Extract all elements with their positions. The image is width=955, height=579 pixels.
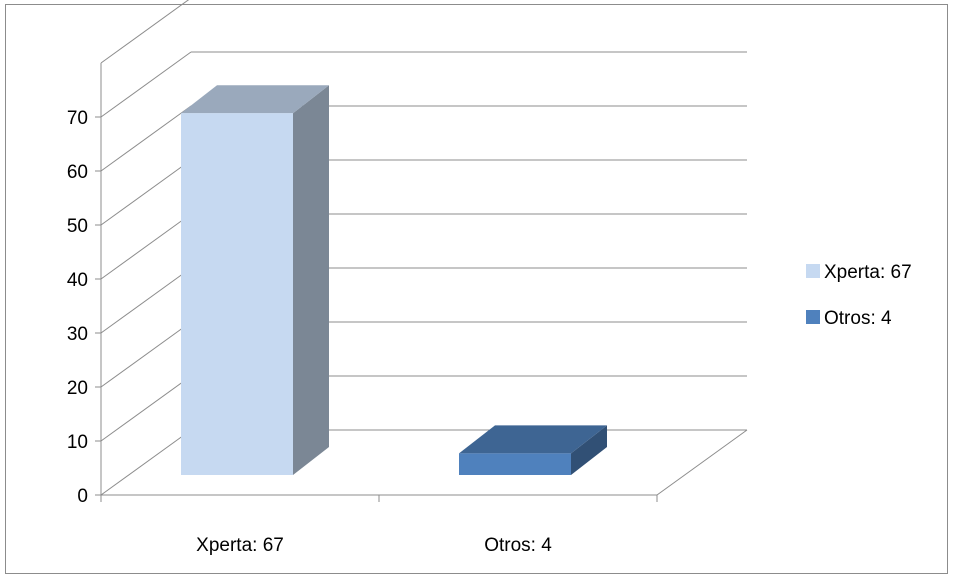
side-wall-gridline: [100, 321, 192, 388]
bar-side-face: [293, 85, 329, 475]
side-wall-gridline: [100, 213, 192, 280]
bar-front-face: [181, 113, 293, 475]
x-category-label: Otros: 4: [484, 535, 552, 556]
legend-label: Otros: 4: [824, 308, 892, 329]
axes: [95, 63, 748, 502]
bar-2: [459, 425, 607, 475]
legend-swatch: [806, 310, 820, 324]
x-category-label: Xperta: 67: [196, 535, 284, 556]
y-tick-label: 60: [67, 162, 88, 183]
y-tick-label: 50: [67, 216, 88, 237]
bar-side-face: [571, 425, 607, 475]
bars: [181, 85, 607, 475]
y-tick-label: 70: [67, 108, 88, 129]
bar-top-face: [459, 425, 607, 454]
y-tick-label: 30: [67, 324, 88, 345]
bar-1: [181, 85, 329, 475]
bar-top-face: [181, 85, 329, 114]
side-wall-gridline: [100, 0, 190, 64]
y-tick-label: 0: [77, 486, 88, 507]
y-tick-label: 40: [67, 270, 88, 291]
y-tick-label: 20: [67, 378, 88, 399]
legend: Xperta: 67 Otros: 4: [806, 262, 912, 329]
axis-labels: 0 10 20 30 40 50 60 70 Xperta: 67 Otros: 4: [67, 108, 552, 556]
side-wall-gridline: [100, 267, 192, 334]
bar-front-face: [459, 453, 571, 475]
side-wall-gridline: [100, 105, 192, 172]
side-wall-gridline: [100, 51, 192, 118]
side-wall-gridline: [100, 159, 192, 226]
legend-label: Xperta: 67: [824, 262, 912, 283]
side-wall-gridline: [100, 375, 192, 442]
floor-right-edge: [656, 429, 748, 496]
y-tick-label: 10: [67, 432, 88, 453]
legend-swatch: [806, 264, 820, 278]
side-wall-gridline: [100, 429, 192, 496]
